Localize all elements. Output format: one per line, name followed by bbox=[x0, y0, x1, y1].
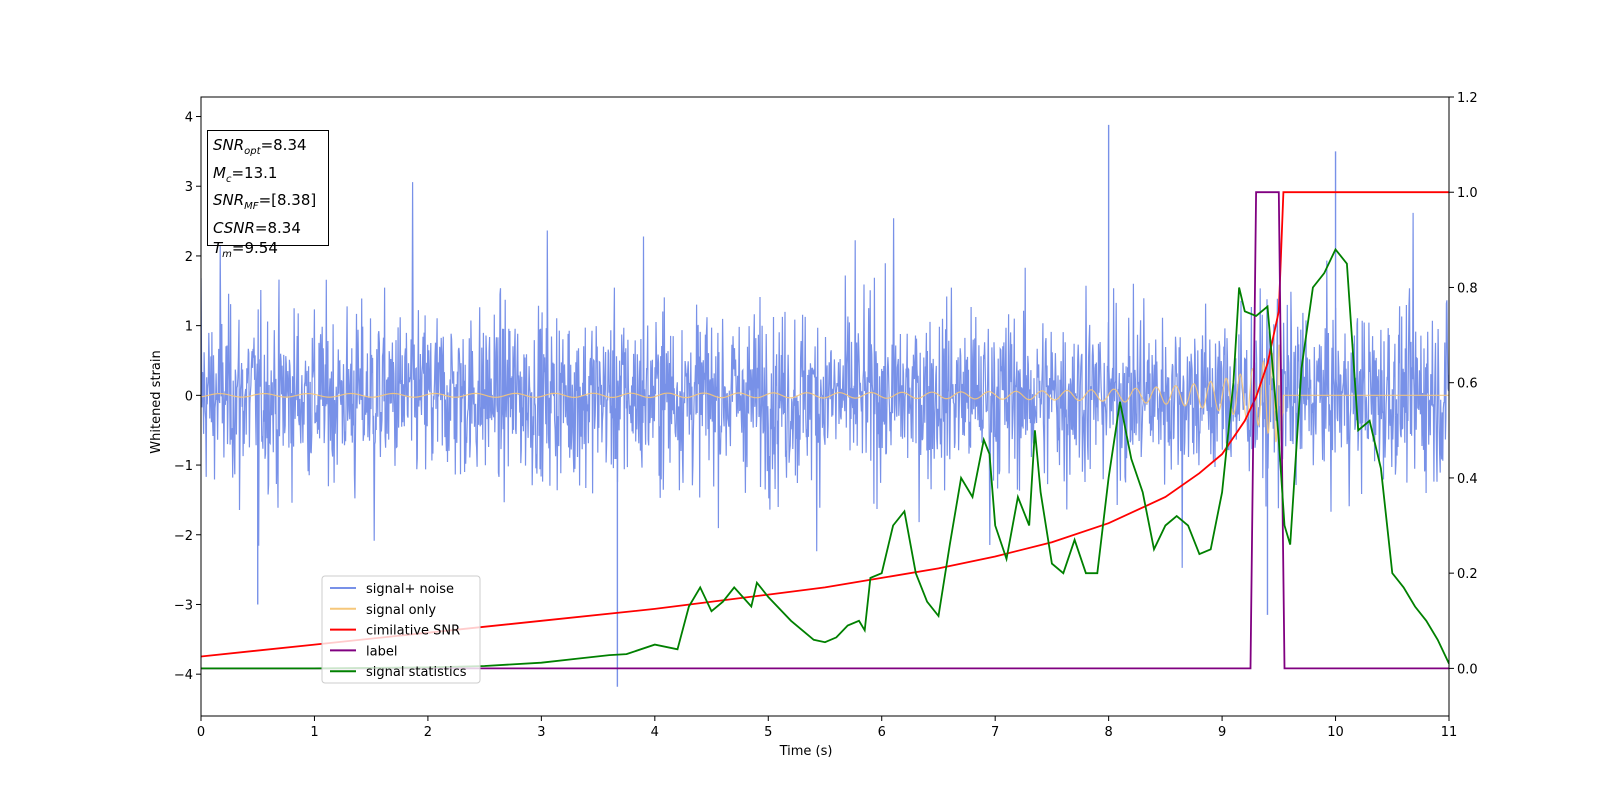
x-tick-label: 7 bbox=[991, 725, 999, 740]
y-axis-label: Whitened strain bbox=[149, 350, 164, 453]
y2-tick-label: 0.4 bbox=[1457, 472, 1478, 487]
snr-opt-annotation: SNRopt=8.34 bbox=[213, 136, 307, 157]
legend-label: cimilative SNR bbox=[366, 624, 460, 639]
y-tick-label: −4 bbox=[174, 668, 193, 683]
y-axis-left: 4 3 2 1 0 −1 −2 −3 −4 bbox=[174, 111, 201, 683]
x-tick-label: 11 bbox=[1441, 725, 1458, 740]
y-axis-right: 1.2 1.0 0.8 0.6 0.4 0.2 0.0 bbox=[1449, 91, 1478, 677]
x-tick-label: 10 bbox=[1327, 725, 1344, 740]
x-tick-label: 5 bbox=[764, 725, 772, 740]
y-tick-label: −2 bbox=[174, 529, 193, 544]
y2-tick-label: 1.2 bbox=[1457, 91, 1478, 106]
y2-tick-label: 0.2 bbox=[1457, 567, 1478, 582]
legend-label: signal only bbox=[366, 603, 436, 618]
label-line bbox=[201, 191, 1449, 670]
y-tick-label: 2 bbox=[185, 250, 193, 265]
x-tick-label: 2 bbox=[424, 725, 432, 740]
x-tick-label: 9 bbox=[1218, 725, 1226, 740]
csnr-annotation: CSNR=8.34 bbox=[213, 218, 301, 237]
x-tick-label: 8 bbox=[1104, 725, 1112, 740]
x-tick-label: 1 bbox=[310, 725, 318, 740]
y2-tick-label: 1.0 bbox=[1457, 186, 1478, 201]
cumulative-snr-line bbox=[201, 191, 1449, 658]
signal-statistics-line bbox=[201, 247, 1449, 670]
axes-frame bbox=[200, 96, 1450, 717]
snr-mf-annotation: SNRMF=[8.38] bbox=[213, 191, 317, 212]
x-axis: 0 1 2 3 4 5 6 7 8 9 10 11 bbox=[197, 716, 1457, 740]
y2-tick-label: 0.8 bbox=[1457, 281, 1478, 296]
signal-noise-line bbox=[201, 182, 1449, 568]
y2-tick-label: 0.0 bbox=[1457, 662, 1478, 677]
mc-annotation: Mc=13.1 bbox=[213, 163, 278, 185]
legend-label: label bbox=[366, 644, 397, 659]
y-tick-label: 4 bbox=[185, 111, 193, 126]
y2-tick-label: 0.6 bbox=[1457, 377, 1478, 392]
x-axis-label: Time (s) bbox=[779, 744, 833, 759]
legend-label: signal+ noise bbox=[366, 582, 454, 597]
y-tick-label: −1 bbox=[174, 459, 193, 474]
tm-annotation: Tm=9.54 bbox=[213, 239, 278, 260]
y-tick-label: 3 bbox=[185, 180, 193, 195]
legend: signal+ noise signal only cimilative SNR la… bbox=[321, 575, 481, 684]
y-tick-label: −3 bbox=[174, 598, 193, 613]
x-tick-label: 4 bbox=[651, 725, 659, 740]
legend-label: signal statistics bbox=[366, 665, 467, 680]
series-group bbox=[201, 124, 1449, 687]
x-tick-label: 6 bbox=[878, 725, 886, 740]
stats-annotation-box: SNRopt=8.34 Mc=13.1 SNRMF=[8.38] CSNR=8.… bbox=[207, 130, 329, 260]
signal-only-line bbox=[201, 344, 1449, 450]
y-tick-label: 1 bbox=[185, 320, 193, 335]
y-tick-label: 0 bbox=[185, 389, 193, 404]
x-tick-label: 0 bbox=[197, 725, 205, 740]
plot-area bbox=[201, 124, 1449, 687]
axes-border bbox=[200, 96, 1450, 717]
legend-box bbox=[321, 575, 481, 684]
x-tick-label: 3 bbox=[537, 725, 545, 740]
